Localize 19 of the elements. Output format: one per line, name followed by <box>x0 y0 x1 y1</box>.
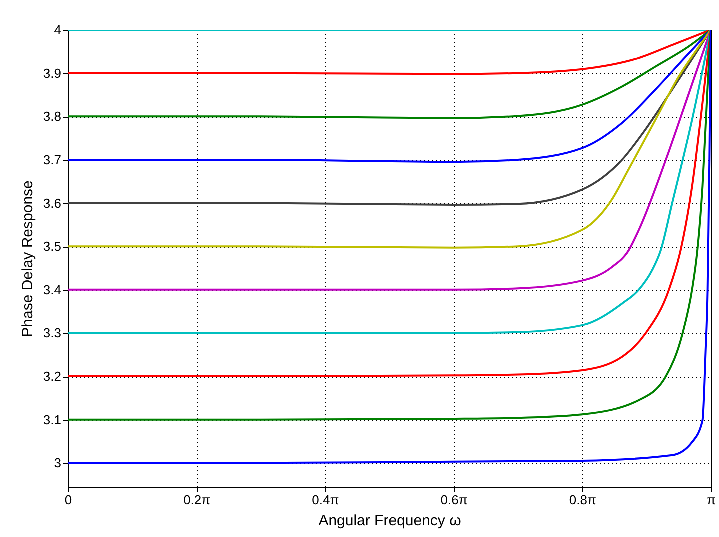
x-axis-title: Angular Frequency ω <box>318 512 462 530</box>
y-tick-label: 3.3 <box>43 326 62 341</box>
x-tick-label: 0.6π <box>440 492 468 508</box>
y-tick-label: 3.1 <box>43 412 62 428</box>
x-tick-label: 0.2π <box>184 492 211 508</box>
y-axis-title: Phase Delay Response <box>19 180 36 338</box>
y-tick-label: 3.8 <box>43 109 62 124</box>
x-tick-label: π <box>707 492 716 508</box>
x-tick-label: 0 <box>64 492 72 508</box>
x-tick-label: 0.8π <box>569 492 596 508</box>
y-tick-label: 3.2 <box>43 369 62 384</box>
y-tick-label: 3.6 <box>43 196 62 211</box>
y-tick-label: 3.7 <box>43 152 62 168</box>
y-tick-label: 3 <box>54 456 62 471</box>
x-tick-label: 0.4π <box>312 492 340 508</box>
y-tick-label: 3.4 <box>43 282 62 298</box>
y-tick-label: 3.5 <box>43 239 62 254</box>
y-tick-label: 4 <box>54 22 62 38</box>
y-tick-label: 3.9 <box>43 66 62 81</box>
